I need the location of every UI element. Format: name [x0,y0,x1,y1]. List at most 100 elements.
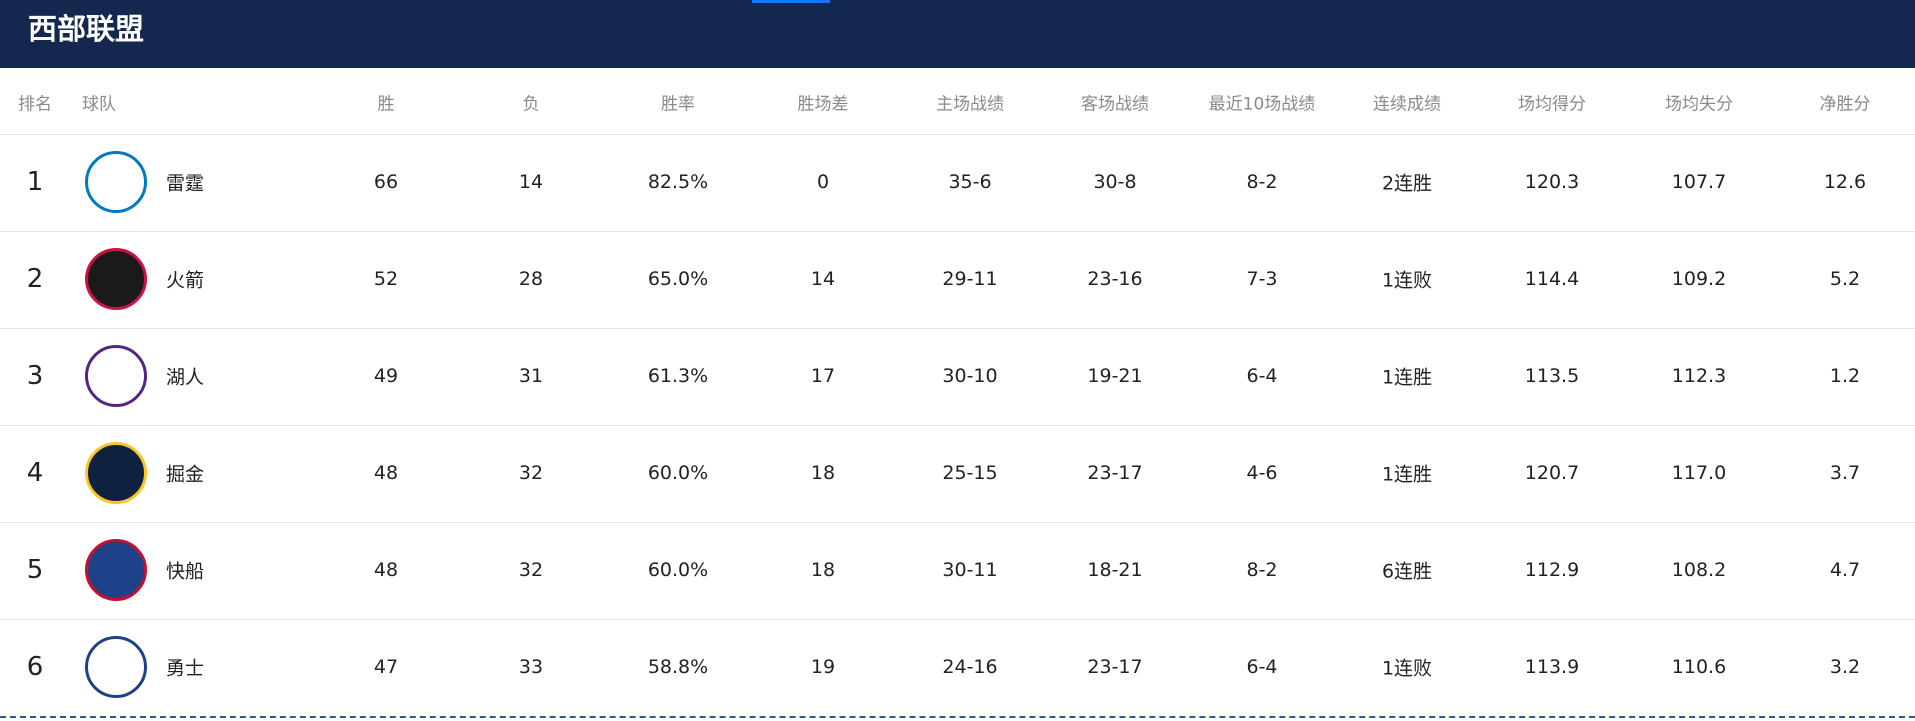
row-divider [0,328,1915,329]
stat-cell: 23-17 [1087,462,1143,484]
stat-cell: 6连胜 [1381,560,1433,583]
stat-cell: 48 [373,559,399,581]
standings-table: 排名 球队 胜 负 胜率 胜场差 主场战绩 客场战绩 最近10场战绩 连续成绩 场均得分 场均失分 净胜… [0,68,1915,718]
stat-cell: 14 [810,268,836,290]
stat-cell: 35-6 [948,171,992,193]
stat-cell: 31 [518,365,544,387]
column-header: 主场战绩 [936,94,1004,115]
header-bar: 西部联盟 [0,0,1915,68]
column-header: 胜率 [661,94,695,115]
active-tab-indicator [752,0,830,3]
stat-cell: 23-17 [1087,656,1143,678]
stat-cell: 113.9 [1524,656,1580,678]
row-divider [0,522,1915,523]
stat-cell: 58.8% [647,656,709,678]
stat-cell: 1连胜 [1381,366,1433,389]
stat-cell: 0 [816,171,830,193]
stat-cell: 107.7 [1671,171,1727,193]
stat-cell: 61.3% [647,365,709,387]
stat-cell: 18 [810,559,836,581]
stat-cell: 17 [810,365,836,387]
stat-cell: 117.0 [1671,462,1727,484]
stat-cell: 23-16 [1087,268,1143,290]
rank: 2 [26,264,44,294]
stat-cell: 24-16 [942,656,998,678]
rank: 3 [26,361,44,391]
stat-cell: 6-4 [1246,656,1278,678]
stat-cell: 60.0% [647,462,709,484]
column-header: 最近10场战绩 [1208,94,1316,115]
stat-cell: 113.5 [1524,365,1580,387]
stat-cell: 28 [518,268,544,290]
stat-cell: 1连败 [1381,269,1433,292]
rank: 4 [26,458,44,488]
stat-cell: 4-6 [1246,462,1278,484]
stat-cell: 5.2 [1829,268,1861,290]
stat-cell: 30-11 [942,559,998,581]
stat-cell: 1.2 [1829,365,1861,387]
stat-cell: 82.5% [647,171,709,193]
rank: 5 [26,555,44,585]
stat-cell: 114.4 [1524,268,1580,290]
column-header: 排名 [18,94,52,115]
stat-cell: 60.0% [647,559,709,581]
conference-title: 西部联盟 [28,12,145,46]
column-header: 连续成绩 [1373,94,1441,115]
team-name: 勇士 [166,657,205,680]
column-header: 负 [522,94,540,115]
team-name: 掘金 [166,463,205,486]
team-logo [85,151,147,213]
stat-cell: 66 [373,171,399,193]
stat-cell: 52 [373,268,399,290]
column-header: 胜 [377,94,395,115]
column-header: 场均得分 [1518,94,1586,115]
column-header: 净胜分 [1819,94,1871,115]
stat-cell: 19-21 [1087,365,1143,387]
stat-cell: 32 [518,462,544,484]
stat-cell: 6-4 [1246,365,1278,387]
column-header: 场均失分 [1665,94,1733,115]
stat-cell: 49 [373,365,399,387]
stat-cell: 48 [373,462,399,484]
column-header: 客场战绩 [1081,94,1149,115]
stat-cell: 12.6 [1823,171,1867,193]
stat-cell: 47 [373,656,399,678]
stat-cell: 109.2 [1671,268,1727,290]
column-header: 胜场差 [797,94,849,115]
row-divider [0,134,1915,135]
stat-cell: 112.3 [1671,365,1727,387]
team-logo [85,539,147,601]
stat-cell: 4.7 [1829,559,1861,581]
stat-cell: 8-2 [1246,171,1278,193]
stat-cell: 18-21 [1087,559,1143,581]
stat-cell: 30-8 [1093,171,1137,193]
stat-cell: 2连胜 [1381,172,1433,195]
team-name: 湖人 [166,366,205,389]
stat-cell: 1连胜 [1381,463,1433,486]
stat-cell: 110.6 [1671,656,1727,678]
team-name: 快船 [166,560,205,583]
stat-cell: 8-2 [1246,559,1278,581]
stat-cell: 112.9 [1524,559,1580,581]
stat-cell: 33 [518,656,544,678]
row-divider [0,231,1915,232]
team-name: 雷霆 [166,172,205,195]
column-header: 球队 [82,94,116,115]
rank: 6 [26,652,44,682]
stat-cell: 3.7 [1829,462,1861,484]
row-divider [0,619,1915,620]
stat-cell: 65.0% [647,268,709,290]
stat-cell: 25-15 [942,462,998,484]
team-logo [85,636,147,698]
stat-cell: 1连败 [1381,657,1433,680]
row-divider [0,425,1915,426]
stat-cell: 120.3 [1524,171,1580,193]
stat-cell: 7-3 [1246,268,1278,290]
stat-cell: 108.2 [1671,559,1727,581]
team-logo [85,442,147,504]
stat-cell: 120.7 [1524,462,1580,484]
stat-cell: 19 [810,656,836,678]
team-logo [85,345,147,407]
stat-cell: 14 [518,171,544,193]
